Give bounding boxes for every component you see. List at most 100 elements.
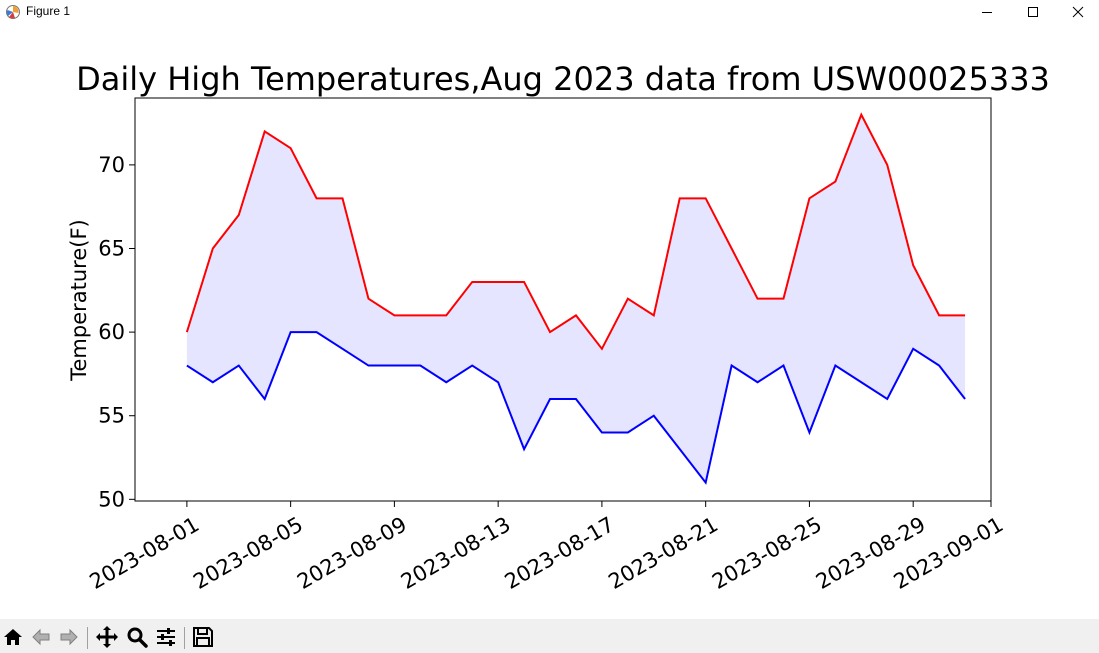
data-point [238,365,240,367]
figure-canvas[interactable]: Daily High Temperatures,Aug 2023 data fr… [0,24,1099,619]
data-point [886,164,888,166]
x-tick-label: 2023-08-21 [604,512,722,594]
series-line-low [186,331,966,485]
chart-layer: 50 55 60 65 70 2023-08-012023-08-052023-08-09… [86,97,1007,594]
line-chart: Daily High Temperatures,Aug 2023 data fr… [67,60,1050,594]
data-point [731,248,733,250]
data-point [653,415,655,417]
data-point [264,398,266,400]
data-point [679,448,681,450]
data-point [912,264,914,266]
data-point [342,197,344,199]
data-point [290,331,292,333]
x-tick-label: 2023-08-25 [708,512,826,594]
y-tick-label: 60 [98,320,125,344]
home-icon [4,629,22,645]
data-point [757,381,759,383]
data-point [549,398,551,400]
window-titlebar: Figure 1 [0,0,1099,24]
pan-icon [96,626,118,648]
data-point [938,365,940,367]
toolbar-separator [87,627,88,649]
data-point [367,365,369,367]
series-line-high [185,112,966,351]
data-point [523,281,525,283]
data-point [601,431,603,433]
y-tick-label: 55 [98,404,125,428]
data-point [886,398,888,400]
chart-title: Daily High Temperatures,Aug 2023 data fr… [76,60,1050,98]
data-point [290,147,292,149]
forward-button[interactable] [56,624,82,650]
data-point [731,365,733,367]
back-icon [32,628,50,646]
data-point [705,482,707,484]
data-point [653,314,655,316]
pan-button[interactable] [94,624,120,650]
minimize-icon [982,12,992,13]
y-tick-label: 70 [98,153,125,177]
data-point [186,331,188,333]
save-icon [193,627,213,647]
x-tick-label: 2023-08-13 [397,512,515,594]
data-point [316,331,318,333]
x-tick-label: 2023-08-01 [86,512,204,594]
data-point [601,348,603,350]
data-point [860,381,862,383]
data-point [627,298,629,300]
data-point [264,130,266,132]
forward-icon [60,628,78,646]
back-button[interactable] [28,624,54,650]
data-point [757,298,759,300]
data-point [419,314,421,316]
data-point [627,431,629,433]
navigation-toolbar [0,619,1099,653]
data-point [419,365,421,367]
data-point [393,314,395,316]
y-axis-label: Temperature(F) [67,219,91,382]
save-button[interactable] [190,624,216,650]
y-tick-label: 65 [98,236,125,260]
y-tick-label: 50 [98,487,125,511]
data-point [497,381,499,383]
data-point [575,398,577,400]
data-point [912,348,914,350]
toolbar-separator [184,627,185,649]
data-point [834,365,836,367]
minimize-button[interactable] [964,0,1010,24]
data-point [808,431,810,433]
maximize-icon [1028,7,1038,17]
home-button[interactable] [0,624,26,650]
close-icon [1072,6,1084,18]
data-point [964,398,966,400]
data-point [445,314,447,316]
zoom-button[interactable] [124,624,150,650]
maximize-button[interactable] [1010,0,1056,24]
data-point [238,214,240,216]
data-point [549,331,551,333]
configure-subplots-icon [157,628,175,646]
data-point [860,114,862,116]
data-point [212,381,214,383]
data-point [705,197,707,199]
axes-frame [134,97,992,502]
data-point [938,314,940,316]
data-point [964,314,966,316]
data-point [212,248,214,250]
x-tick-label: 2023-08-09 [293,512,411,594]
data-point [497,281,499,283]
close-button[interactable] [1055,0,1099,24]
data-point [834,181,836,183]
x-tick-label: 2023-08-05 [189,512,307,594]
data-point [186,365,188,367]
data-point [808,197,810,199]
data-point [393,365,395,367]
zoom-icon [127,627,148,648]
data-point [523,448,525,450]
x-tick-label: 2023-08-17 [501,512,619,594]
window-title: Figure 1 [26,4,71,18]
data-point [575,314,577,316]
data-point [445,381,447,383]
fill-between-area [186,114,966,483]
configure-subplots-button[interactable] [153,624,179,650]
